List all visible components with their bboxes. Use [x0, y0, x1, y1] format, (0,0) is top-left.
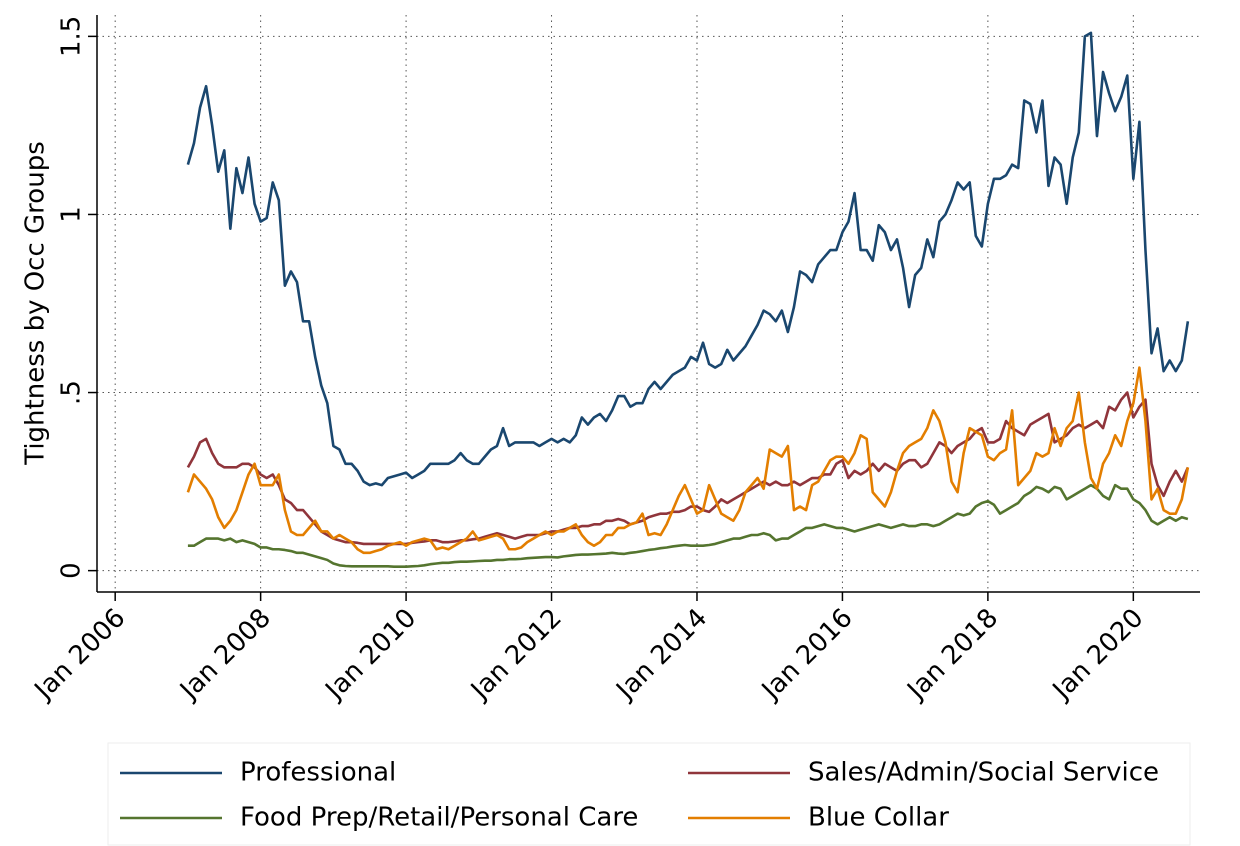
x-tick-label: Jan 2012: [464, 603, 568, 707]
series-line: [187, 483, 1189, 569]
y-tick-label: 1: [57, 206, 87, 223]
legend-label: Sales/Admin/Social Service: [808, 758, 1159, 788]
y-tick-label: 1.5: [57, 16, 87, 57]
series-line: [186, 366, 1190, 555]
x-tick-label: Jan 2006: [28, 603, 132, 707]
series-line: [186, 31, 1190, 487]
x-tick-label: Jan 2014: [610, 603, 714, 707]
x-tick-label: Jan 2020: [1046, 603, 1150, 707]
legend-label: Food Prep/Retail/Personal Care: [240, 803, 638, 833]
series-line: [186, 391, 1190, 546]
y-axis-title: Tightness by Occ Groups: [21, 141, 51, 466]
x-tick-label: Jan 2016: [755, 603, 859, 707]
y-tick-label: .5: [57, 380, 87, 405]
y-tick-label: 0: [57, 562, 87, 579]
legend-label: Professional: [240, 758, 396, 788]
x-tick-label: Jan 2018: [901, 603, 1005, 707]
legend-label: Blue Collar: [808, 803, 949, 833]
x-tick-label: Jan 2010: [319, 603, 423, 707]
legend-box: [107, 742, 1191, 846]
x-tick-label: Jan 2008: [173, 603, 277, 707]
